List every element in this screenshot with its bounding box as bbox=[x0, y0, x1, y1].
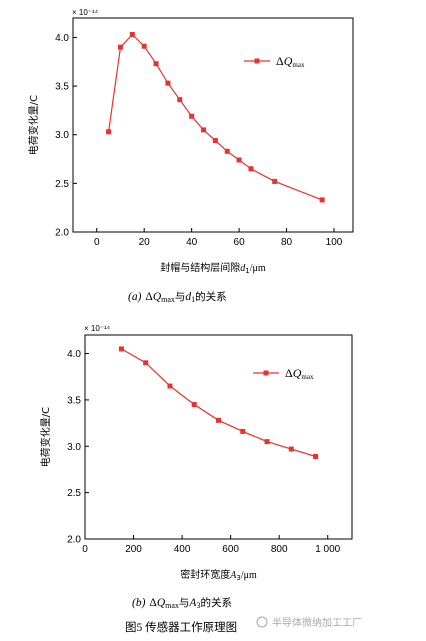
x-tick-label: 60 bbox=[234, 237, 246, 248]
data-point-marker bbox=[212, 138, 218, 144]
x-tick-label: 1 000 bbox=[315, 544, 340, 555]
chart-b-x-axis-label-prefix: 密封环宽度 bbox=[180, 568, 230, 581]
chart-b-x-axis-label-var: A bbox=[229, 570, 237, 581]
chart-b-sci-exponent: × 10⁻¹⁴ bbox=[84, 324, 111, 333]
data-point-marker bbox=[118, 346, 124, 352]
data-point-marker bbox=[189, 113, 195, 119]
x-tick-label: 80 bbox=[281, 237, 293, 248]
y-tick-label: 3.5 bbox=[67, 395, 81, 406]
chart-b-legend-marker bbox=[263, 370, 269, 376]
chart-a-x-axis-label-unit: /μm bbox=[250, 263, 266, 274]
y-tick-label: 2.0 bbox=[55, 228, 69, 239]
chart-b-x-axis-label-sub: 3 bbox=[236, 574, 240, 582]
data-point-marker bbox=[201, 127, 207, 133]
x-tick-label: 600 bbox=[222, 544, 239, 555]
x-tick-label: 0 bbox=[94, 237, 100, 248]
chart-a-x-axis-label-var: d bbox=[240, 263, 246, 274]
figure-caption: 图5 传感器工作原理图 bbox=[125, 620, 237, 634]
y-tick-label: 3.0 bbox=[55, 130, 69, 141]
watermark-text: 半导体微纳加工工厂 bbox=[272, 616, 362, 629]
chart-a-x-axis-label-prefix: 封帽与结构层间隙 bbox=[160, 261, 240, 274]
data-point-marker bbox=[288, 446, 294, 452]
chart-b-y-axis-label: 电荷变化量/C bbox=[39, 407, 52, 467]
data-point-marker bbox=[141, 43, 147, 49]
y-tick-label: 4.0 bbox=[55, 33, 69, 44]
chart-a-y-axis-label: 电荷变化量/C bbox=[27, 95, 40, 155]
x-tick-label: 0 bbox=[82, 544, 88, 555]
chart-a-series-markers bbox=[106, 32, 325, 203]
data-point-marker bbox=[216, 417, 221, 423]
chart-a-x-axis-label-sub: 1 bbox=[245, 267, 249, 275]
x-tick-label: 800 bbox=[271, 544, 288, 555]
data-point-marker bbox=[248, 166, 254, 172]
x-tick-label: 40 bbox=[186, 237, 198, 248]
data-point-marker bbox=[319, 197, 325, 203]
data-point-marker bbox=[240, 428, 246, 434]
chart-b-legend-label: ΔQmax bbox=[285, 366, 314, 381]
y-tick-label: 3.5 bbox=[55, 82, 69, 93]
chart-b-x-ticks: 0 200 400 600 800 1 000 bbox=[82, 535, 341, 555]
data-point-marker bbox=[167, 383, 173, 389]
chart-b-caption: (b) ΔQmax与A3的关系 bbox=[132, 596, 232, 610]
chart-b-plot-frame bbox=[84, 334, 353, 540]
data-point-marker bbox=[264, 439, 270, 445]
x-tick-label: 400 bbox=[174, 544, 191, 555]
chart-b-x-axis-label: 密封环宽度A3/μm bbox=[180, 568, 257, 582]
watermark: 半导体微纳加工工厂 bbox=[256, 616, 362, 629]
chart-a-legend: ΔQmax bbox=[244, 54, 305, 69]
data-point-marker bbox=[117, 44, 123, 50]
x-tick-label: 20 bbox=[139, 237, 151, 248]
y-tick-label: 2.5 bbox=[67, 488, 81, 499]
chart-b: × 10⁻¹⁴ 2.0 2.5 3.0 3.5 4.0 0 200 400 600 800 1 0… bbox=[39, 324, 353, 610]
chart-a-x-ticks: 0 20 40 60 80 100 bbox=[94, 228, 343, 248]
chart-a-sci-exponent: × 10⁻¹⁴ bbox=[72, 8, 99, 17]
y-tick-label: 3.0 bbox=[67, 442, 81, 453]
data-point-marker bbox=[191, 402, 197, 408]
chart-a: × 10⁻¹⁴ 2.0 2.5 3.0 3.5 4.0 0 20 40 60 80 100 电荷变… bbox=[27, 8, 354, 304]
chart-a-x-axis-label: 封帽与结构层间隙d1/μm bbox=[160, 261, 266, 275]
data-point-marker bbox=[224, 148, 230, 154]
chart-a-y-ticks: 2.0 2.5 3.0 3.5 4.0 bbox=[55, 33, 77, 239]
data-point-marker bbox=[129, 32, 135, 38]
data-point-marker bbox=[153, 61, 159, 67]
data-point-marker bbox=[165, 80, 171, 86]
y-tick-label: 2.5 bbox=[55, 179, 69, 190]
chart-a-caption: (a) ΔQmax与d1的关系 bbox=[128, 290, 227, 304]
data-point-marker bbox=[272, 178, 278, 184]
chart-a-legend-label: ΔQmax bbox=[276, 54, 305, 69]
chart-b-y-ticks: 2.0 2.5 3.0 3.5 4.0 bbox=[67, 349, 89, 546]
y-tick-label: 2.0 bbox=[67, 535, 81, 546]
data-point-marker bbox=[106, 129, 112, 135]
data-point-marker bbox=[313, 453, 319, 459]
watermark-icon bbox=[256, 616, 268, 628]
chart-b-legend: ΔQmax bbox=[253, 366, 314, 381]
y-tick-label: 4.0 bbox=[67, 349, 81, 360]
chart-b-series-markers bbox=[118, 346, 319, 459]
data-point-marker bbox=[236, 157, 242, 163]
data-point-marker bbox=[177, 97, 183, 103]
data-point-marker bbox=[143, 360, 149, 366]
x-tick-label: 100 bbox=[326, 237, 343, 248]
chart-b-x-axis-label-unit: /μm bbox=[241, 570, 257, 581]
chart-a-legend-marker bbox=[254, 58, 260, 64]
x-tick-label: 200 bbox=[125, 544, 142, 555]
chart-a-plot-frame bbox=[72, 17, 354, 233]
